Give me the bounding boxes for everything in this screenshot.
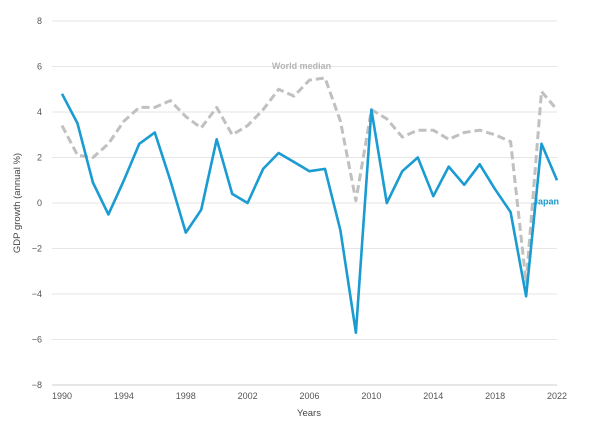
x-axis-ticks: 1990 1994 1998 2002 2006 2010 2014 2018 2022 xyxy=(52,391,567,401)
y-tick-label: −8 xyxy=(32,380,42,390)
y-tick-label: 6 xyxy=(37,62,42,72)
gridlines xyxy=(52,20,557,386)
world-median-line xyxy=(60,76,559,285)
y-axis-ticks: −8 −6 −4 −2 0 2 4 6 8 xyxy=(32,16,42,390)
x-axis-title: Years xyxy=(297,408,321,419)
y-tick-label: −2 xyxy=(32,244,42,254)
y-tick-label: −4 xyxy=(32,289,42,299)
x-tick-label: 1998 xyxy=(176,391,196,401)
x-tick-label: 2018 xyxy=(485,391,505,401)
series-labels: World median Japan xyxy=(272,61,559,206)
x-tick-label: 2022 xyxy=(547,391,567,401)
japan-series-label: Japan xyxy=(533,196,559,206)
y-axis-title: GDP growth (annual %) xyxy=(12,153,23,253)
x-tick-label: 2002 xyxy=(238,391,258,401)
x-tick-label: 2006 xyxy=(299,391,319,401)
x-tick-label: 1990 xyxy=(52,391,72,401)
x-tick-label: 2010 xyxy=(361,391,381,401)
y-tick-label: 4 xyxy=(37,107,42,117)
y-tick-label: 0 xyxy=(37,198,42,208)
world-median-series-label: World median xyxy=(272,61,331,71)
series-lines xyxy=(60,76,559,335)
japan-line xyxy=(60,93,559,335)
x-tick-label: 2014 xyxy=(423,391,443,401)
y-tick-label: 8 xyxy=(37,16,42,26)
x-tick-label: 1994 xyxy=(114,391,134,401)
y-tick-label: 2 xyxy=(37,153,42,163)
y-tick-label: −6 xyxy=(32,335,42,345)
